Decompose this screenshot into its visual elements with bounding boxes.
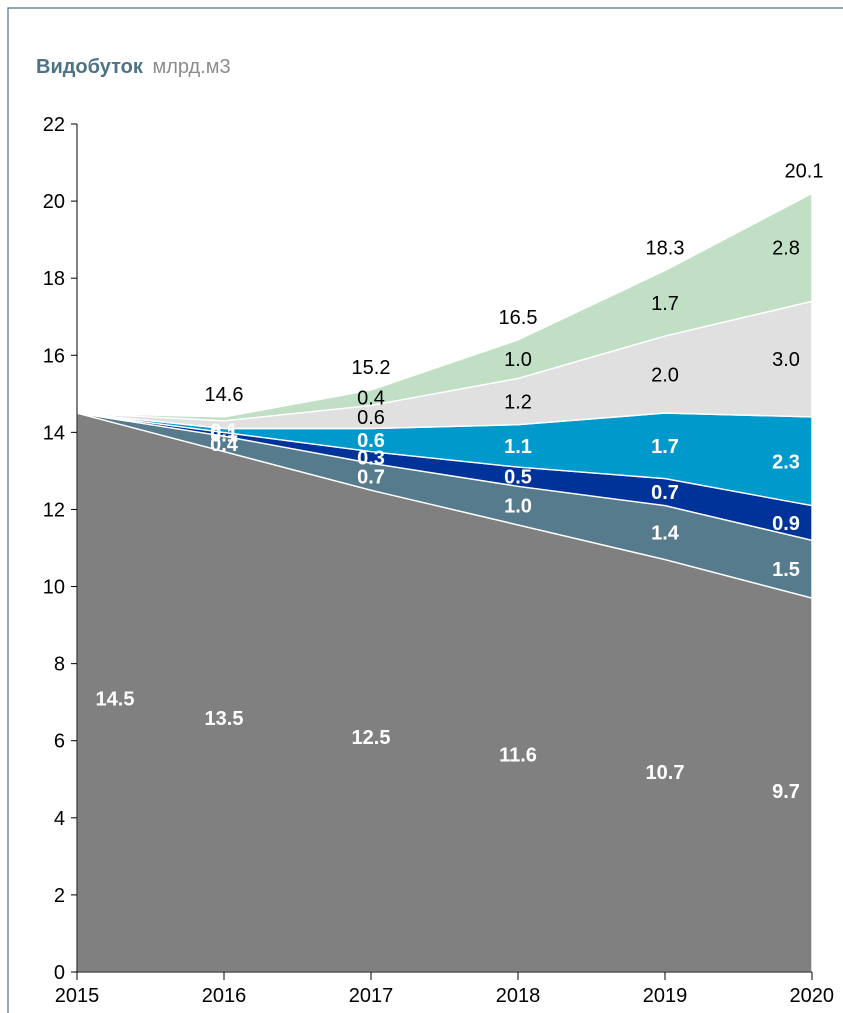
data-label: 0.1	[210, 424, 238, 446]
y-tick-label: 6	[54, 731, 65, 753]
data-label: 13.5	[205, 708, 244, 730]
y-tick-label: 4	[54, 808, 65, 830]
total-label: 14.6	[205, 384, 244, 406]
data-label: 0.5	[504, 467, 532, 489]
data-label: 9.7	[772, 781, 800, 803]
data-label: 0.7	[651, 482, 679, 504]
x-tick-label: 2015	[55, 985, 100, 1007]
data-label: 1.7	[651, 436, 679, 458]
data-label: 1.5	[772, 559, 800, 581]
data-label: 12.5	[352, 727, 391, 749]
data-label: 2.3	[772, 451, 800, 473]
data-label: 0.4	[210, 434, 239, 456]
data-label: 1.0	[504, 496, 532, 518]
x-tick-label: 2017	[349, 985, 394, 1007]
y-tick-label: 8	[54, 654, 65, 676]
total-label: 16.5	[499, 307, 538, 329]
data-label: 0.9	[772, 513, 800, 535]
data-label: 1.2	[504, 392, 532, 414]
y-tick-label: 2	[54, 885, 65, 907]
data-label: 0.4	[357, 388, 385, 410]
x-tick-label: 2016	[202, 985, 247, 1007]
data-label: 0.1	[210, 420, 238, 442]
data-label: 1.4	[651, 523, 680, 545]
chart-header: Видобуток млрд.м3	[36, 56, 231, 79]
chart-title: Видобуток	[36, 56, 143, 78]
data-label: 2.0	[651, 365, 679, 387]
chart-unit: млрд.м3	[152, 56, 231, 78]
data-label: 1.0	[504, 349, 532, 371]
y-tick-label: 14	[43, 422, 65, 444]
data-label: 10.7	[646, 762, 685, 784]
y-tick-label: 12	[43, 499, 65, 521]
y-tick-label: 10	[43, 577, 65, 599]
series-area-6	[76, 192, 813, 422]
x-tick-label: 2020	[790, 985, 835, 1007]
y-tick-label: 22	[43, 114, 65, 136]
x-tick-label: 2019	[643, 985, 688, 1007]
data-label: 0.7	[357, 467, 385, 489]
data-label: 1.7	[651, 293, 679, 315]
data-label: 3.0	[772, 349, 800, 371]
y-tick-label: 18	[43, 268, 65, 290]
x-tick-label: 2018	[496, 985, 541, 1007]
total-label: 15.2	[352, 357, 391, 379]
y-tick-label: 0	[54, 962, 65, 984]
data-label: 11.6	[499, 744, 537, 766]
data-label: 1.1	[504, 436, 532, 458]
data-label: 2.8	[772, 237, 800, 259]
data-label: 0.6	[357, 407, 385, 429]
total-label: 18.3	[646, 237, 685, 259]
data-label: 0.3	[357, 447, 385, 469]
data-label: 14.5	[96, 689, 135, 711]
y-tick-label: 16	[43, 345, 65, 367]
frame-border	[7, 7, 843, 1013]
y-tick-label: 20	[43, 191, 65, 213]
total-label: 20.1	[785, 160, 824, 182]
data-label: 0.6	[357, 430, 385, 452]
